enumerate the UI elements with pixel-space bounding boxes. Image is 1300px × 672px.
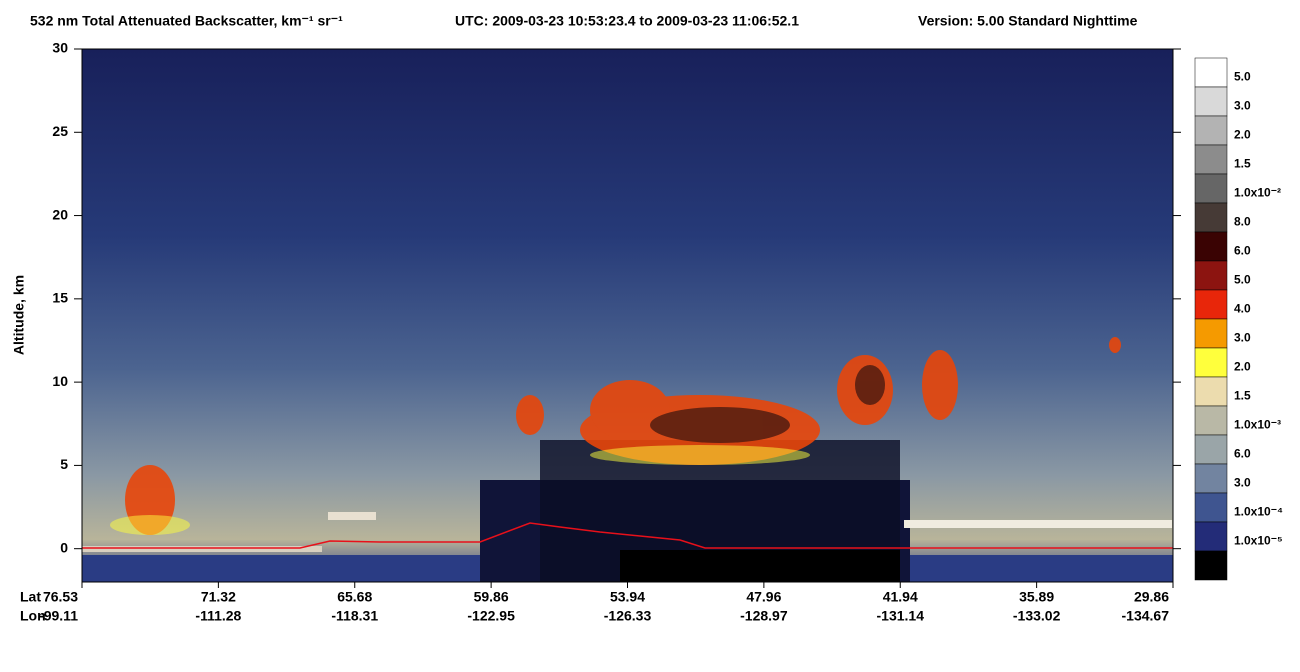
lat-label: 35.89: [1019, 589, 1054, 605]
lon-label: -128.97: [740, 608, 788, 624]
colorbar-segment: [1194, 434, 1228, 465]
colorbar-segment: [1194, 57, 1228, 88]
colorbar-label: 4.0: [1234, 302, 1251, 316]
version: Version: 5.00 Standard Nighttime: [918, 13, 1138, 29]
time-range: UTC: 2009-03-23 10:53:23.4 to 2009-03-23…: [455, 13, 799, 29]
y-axis-label: Altitude, km: [11, 275, 27, 355]
colorbar-segment: [1194, 231, 1228, 262]
y-tick-label: 30: [52, 40, 68, 56]
y-tick-label: 0: [60, 539, 68, 555]
lon-label: -134.67: [1122, 608, 1170, 624]
colorbar-segment: [1194, 376, 1228, 407]
colorbar-segment: [1194, 550, 1228, 581]
colorbar-segment: [1194, 347, 1228, 378]
colorbar-label: 1.0x10⁻³: [1234, 418, 1281, 432]
lon-label: -133.02: [1013, 608, 1061, 624]
lat-label: 59.86: [474, 589, 509, 605]
colorbar-segment: [1194, 173, 1228, 204]
colorbar-segment: [1194, 202, 1228, 233]
colorbar-label: 5.0: [1234, 273, 1251, 287]
lat-label: 65.68: [337, 589, 372, 605]
lat-label: 41.94: [883, 589, 918, 605]
colorbar-segment: [1194, 144, 1228, 175]
colorbar-segment: [1194, 289, 1228, 320]
colorbar-label: 2.0: [1234, 128, 1251, 142]
y-tick-label: 10: [52, 373, 68, 389]
colorbar-segment: [1194, 463, 1228, 494]
lon-label: -118.31: [331, 608, 378, 624]
colorbar-label: 6.0: [1234, 447, 1251, 461]
lat-label: 71.32: [201, 589, 236, 605]
colorbar-segment: [1194, 405, 1228, 436]
colorbar-label: 5.0: [1234, 70, 1251, 84]
lon-label: Lon: [20, 608, 46, 624]
colorbar-segment: [1194, 318, 1228, 349]
lat-label: Lat: [20, 589, 41, 605]
colorbar-label: 3.0: [1234, 476, 1251, 490]
colorbar-label: 6.0: [1234, 244, 1251, 258]
colorbar-label: 8.0: [1234, 215, 1251, 229]
colorbar-segment: [1194, 86, 1228, 117]
colorbar-segment: [1194, 521, 1228, 552]
colorbar-label: 2.0: [1234, 360, 1251, 374]
colorbar-label: 3.0: [1234, 99, 1251, 113]
y-tick-label: 5: [60, 456, 68, 472]
y-tick-label: 15: [52, 290, 68, 306]
colorbar-segment: [1194, 260, 1228, 291]
colorbar-label: 1.0x10⁻²: [1234, 186, 1281, 200]
lat-label: 76.53: [43, 589, 78, 605]
colorbar-segment: [1194, 115, 1228, 146]
colorbar-label: 1.5: [1234, 389, 1251, 403]
lat-label: 47.96: [746, 589, 781, 605]
lon-label: -122.95: [467, 608, 515, 624]
colorbar-segment: [1194, 492, 1228, 523]
colorbar-label: 1.5: [1234, 157, 1251, 171]
colorbar-label: 1.0x10⁻⁵: [1234, 534, 1283, 548]
lon-label: -111.28: [195, 608, 241, 624]
lat-label: 53.94: [610, 589, 645, 605]
chart-title: 532 nm Total Attenuated Backscatter, km⁻…: [30, 13, 343, 29]
lon-label: -99.11: [39, 608, 78, 624]
lon-label: -131.14: [877, 608, 925, 624]
y-tick-label: 25: [52, 123, 68, 139]
backscatter-image: [82, 49, 1173, 582]
y-tick-label: 20: [52, 206, 68, 222]
colorbar-label: 3.0: [1234, 331, 1251, 345]
colorbar-label: 1.0x10⁻⁴: [1234, 505, 1283, 519]
lat-label: 29.86: [1134, 589, 1169, 605]
lon-label: -126.33: [604, 608, 652, 624]
